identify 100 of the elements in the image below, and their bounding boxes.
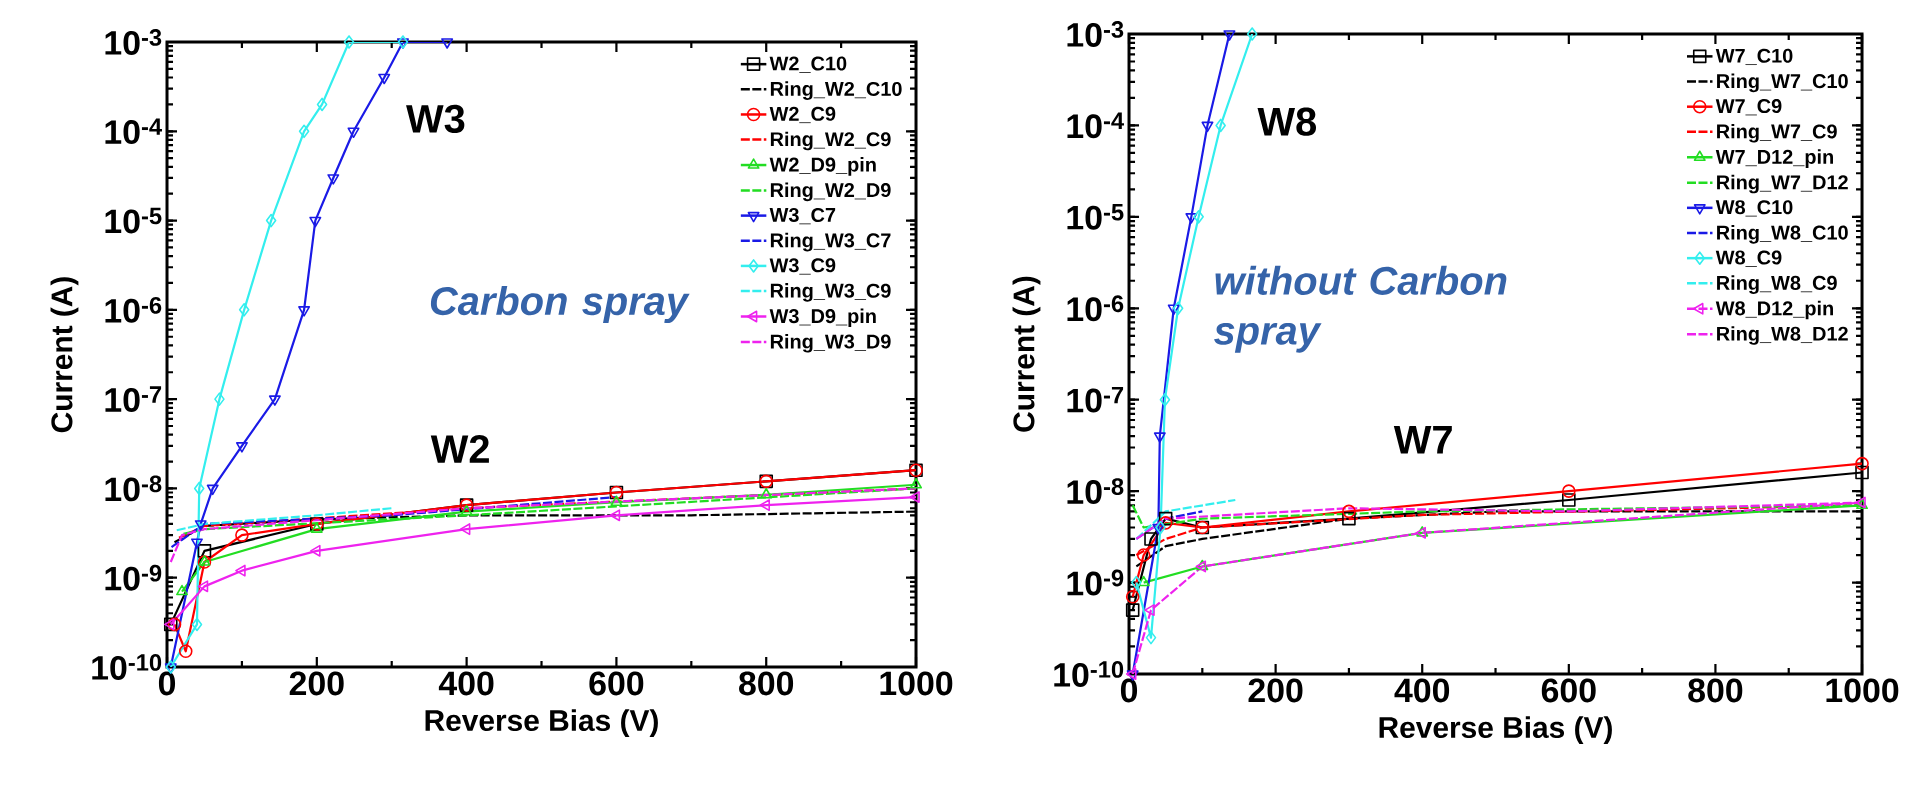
point — [310, 522, 323, 533]
point — [460, 504, 473, 516]
x-tick-label: 800 — [739, 671, 794, 696]
y-tick-label: 10$^{-7}$ — [105, 386, 162, 412]
point — [167, 617, 182, 632]
y-tick-label: 10$^{-3}$ — [1067, 21, 1124, 47]
legend-label: Ring_W3_C7 — [770, 232, 891, 252]
x-tick-label: 200 — [289, 671, 344, 696]
annotation: W2 — [430, 434, 489, 463]
legend-label: Ring_W2_C10 — [770, 81, 902, 101]
point — [1562, 484, 1576, 498]
annotation: W3 — [406, 104, 465, 134]
point — [197, 580, 209, 593]
point — [235, 564, 246, 577]
point — [298, 124, 310, 139]
point — [1159, 392, 1171, 407]
line-series — [175, 507, 393, 532]
point — [197, 544, 212, 558]
legend-label: W7_C10 — [1715, 48, 1793, 66]
x-tick-label: 400 — [438, 671, 494, 696]
x-tick-label: 1000 — [880, 671, 953, 696]
x-axis-title: Reverse Bias (V) — [425, 709, 658, 737]
legend-label: W2_D9_pin — [769, 157, 876, 176]
point — [1855, 465, 1869, 480]
y-tick-label: 10$^{-9}$ — [1067, 569, 1124, 596]
point — [327, 174, 340, 185]
point — [214, 392, 225, 406]
point — [206, 484, 219, 496]
y-tick-label: 10$^{-5}$ — [1067, 204, 1124, 230]
point — [1136, 548, 1151, 562]
legend-label: Ring_W7_C9 — [1717, 123, 1837, 143]
point — [176, 584, 188, 596]
annotation: W7 — [1393, 426, 1452, 454]
y-tick-label: 10$^{-3}$ — [105, 29, 162, 55]
point — [310, 544, 321, 557]
legend-label: W7_C9 — [1715, 99, 1782, 116]
line-series — [169, 487, 917, 564]
y-tick-label: 10$^{-4}$ — [105, 118, 162, 145]
y-tick-label: 10$^{-9}$ — [105, 564, 162, 591]
legend-label: W8_C9 — [1715, 250, 1782, 267]
legend-label: W8_C10 — [1715, 200, 1793, 217]
legend-label: W3_D9_pin — [769, 308, 876, 328]
point — [1158, 516, 1173, 530]
point — [1144, 532, 1158, 546]
point — [1193, 210, 1204, 224]
point — [316, 97, 328, 112]
point — [1855, 456, 1869, 471]
point — [190, 538, 203, 549]
point — [238, 303, 250, 317]
point — [1172, 301, 1184, 316]
point — [910, 477, 923, 489]
point — [347, 127, 360, 139]
point — [298, 306, 311, 317]
x-tick-label: 600 — [589, 671, 644, 696]
legend-label: W8_D12_pin — [1715, 300, 1833, 320]
point — [1145, 630, 1157, 645]
y-tick-label: 10$^{-6}$ — [105, 296, 162, 323]
point — [309, 216, 322, 228]
legend-label: W2_C10 — [769, 56, 847, 73]
legend-label: W2_C9 — [769, 106, 836, 124]
annotation: W8 — [1257, 107, 1317, 136]
point — [441, 38, 454, 49]
legend-label: Ring_W3_C9 — [770, 283, 891, 302]
x-tick-label: 600 — [1541, 678, 1596, 703]
point — [1131, 575, 1142, 590]
annotation: Carbon spray — [430, 285, 690, 324]
point — [194, 520, 207, 531]
point — [909, 491, 920, 504]
y-tick-label: 10$^{-8}$ — [1067, 478, 1124, 505]
legend-label: W7_D12_pin — [1715, 149, 1833, 168]
y-tick-label: 10$^{-4}$ — [1067, 112, 1124, 139]
legend-label: Ring_W8_C10 — [1717, 225, 1848, 244]
legend-label: W3_C9 — [769, 258, 836, 275]
point — [1167, 304, 1180, 316]
point — [1201, 121, 1214, 133]
legend-label: Ring_W8_C9 — [1717, 275, 1837, 294]
y-axis-title: Current (A) — [1012, 276, 1041, 432]
annotation: without Carbon spray — [1214, 265, 1507, 353]
x-axis-title: Reverse Bias (V) — [1379, 716, 1612, 744]
point — [1562, 493, 1576, 507]
y-tick-label: 10$^{-5}$ — [105, 207, 162, 234]
point — [1137, 575, 1150, 587]
point — [235, 528, 249, 542]
point — [1246, 27, 1258, 41]
point — [193, 481, 205, 496]
y-tick-label: 10$^{-7}$ — [1067, 386, 1124, 413]
legend-label: Ring_W7_D12 — [1717, 174, 1848, 194]
point — [759, 499, 771, 512]
legend-label: Ring_W7_C10 — [1717, 73, 1848, 93]
point — [1125, 589, 1140, 604]
point — [609, 509, 621, 522]
point — [1185, 213, 1198, 224]
point — [760, 487, 773, 499]
point — [235, 442, 248, 453]
point — [191, 617, 203, 632]
x-tick-label: 200 — [1248, 678, 1303, 703]
point — [265, 213, 277, 228]
point — [1215, 118, 1226, 133]
x-tick-label: 1000 — [1826, 678, 1899, 703]
legend-label: Ring_W2_D9 — [770, 182, 891, 202]
